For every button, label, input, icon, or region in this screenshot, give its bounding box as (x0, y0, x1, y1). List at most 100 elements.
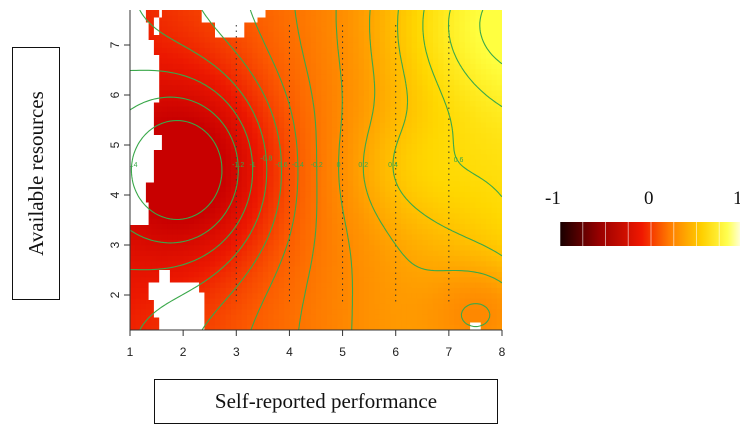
heat-cell (241, 90, 248, 96)
heat-cell (209, 31, 216, 38)
heat-cell (215, 223, 221, 230)
heat-cell (241, 287, 248, 294)
heat-cell (326, 308, 333, 315)
heat-cell (278, 223, 285, 230)
heat-cell (225, 287, 232, 294)
heat-cell (491, 20, 498, 27)
heat-cell (188, 63, 195, 70)
heat-cell (416, 308, 423, 315)
heat-cell (316, 79, 322, 86)
heat-cell (459, 84, 466, 91)
heat-cell (331, 308, 338, 315)
heat-cell (257, 26, 264, 32)
heat-cell (294, 271, 301, 278)
heat-cell (358, 90, 365, 96)
heat-cell (491, 202, 498, 208)
heat-cell (496, 100, 502, 107)
heat-cell (401, 79, 407, 86)
heat-cell (225, 138, 232, 144)
heat-cell (342, 164, 349, 171)
heat-cell (443, 63, 450, 70)
heat-cell (464, 250, 471, 256)
x-tick-label: 3 (233, 345, 240, 359)
heat-cell (145, 10, 152, 16)
heat-cell (438, 223, 445, 230)
heat-cell (496, 244, 502, 251)
heat-cell (300, 31, 306, 38)
heat-cell (342, 207, 349, 214)
heat-cell (252, 212, 259, 219)
heat-cell (374, 42, 381, 48)
heat-cell (177, 68, 184, 75)
heat-cell (443, 154, 450, 160)
heat-cell (459, 68, 466, 75)
heat-cell (385, 324, 391, 330)
heat-cell (204, 95, 211, 102)
heat-cell (411, 260, 418, 267)
heat-cell (284, 196, 291, 203)
heat-cell (241, 303, 248, 310)
heat-cell (204, 234, 211, 240)
heat-cell (385, 175, 391, 182)
heat-cell (390, 148, 397, 155)
heat-cell (475, 250, 482, 256)
heat-cell (347, 15, 354, 22)
heat-cell (167, 20, 174, 27)
heat-cell (284, 90, 291, 96)
heat-cell (369, 79, 376, 86)
heat-cell (342, 106, 349, 112)
heat-cell (475, 58, 482, 64)
heat-cell (151, 202, 158, 208)
heat-cell (262, 143, 269, 150)
heat-cell (347, 68, 354, 75)
heat-cell (225, 255, 232, 262)
heat-cell (236, 175, 243, 182)
heat-cell (193, 244, 200, 251)
heat-cell (342, 298, 349, 304)
heat-cell (209, 154, 216, 160)
heat-cell (305, 20, 312, 27)
heat-cell (374, 314, 381, 320)
heat-cell (278, 47, 285, 54)
heat-cell (193, 58, 200, 64)
heat-cell (220, 175, 227, 182)
heat-cell (331, 74, 338, 80)
heat-cell (209, 143, 216, 150)
heat-cell (480, 234, 487, 240)
heat-cell (448, 116, 455, 123)
heat-cell (491, 116, 498, 123)
heat-cell (289, 42, 296, 48)
heat-cell (257, 287, 264, 294)
heat-cell (252, 84, 259, 91)
heat-cell (172, 191, 179, 198)
heat-cell (305, 106, 312, 112)
heat-cell (406, 74, 413, 80)
heat-cell (225, 196, 232, 203)
heat-cell (230, 196, 237, 203)
heat-cell (448, 138, 455, 144)
heat-cell (289, 255, 296, 262)
heat-cell (347, 170, 354, 176)
heat-cell (130, 287, 136, 294)
heat-cell (416, 122, 423, 128)
heat-cell (225, 218, 232, 224)
heat-cell (379, 74, 386, 80)
heat-cell (443, 324, 450, 330)
heat-cell (385, 314, 391, 320)
heat-cell (475, 159, 482, 166)
heat-cell (193, 196, 200, 203)
heat-cell (331, 250, 338, 256)
heat-cell (167, 42, 174, 48)
heat-cell (177, 202, 184, 208)
heat-cell (262, 111, 269, 118)
heat-cell (358, 324, 365, 330)
heat-cell (369, 175, 376, 182)
heat-cell (246, 154, 253, 160)
heat-cell (385, 287, 391, 294)
heat-cell (459, 42, 466, 48)
heat-cell (193, 148, 200, 155)
heat-cell (337, 90, 344, 96)
heat-cell (305, 191, 312, 198)
heat-cell (432, 324, 439, 330)
heat-cell (300, 20, 306, 27)
